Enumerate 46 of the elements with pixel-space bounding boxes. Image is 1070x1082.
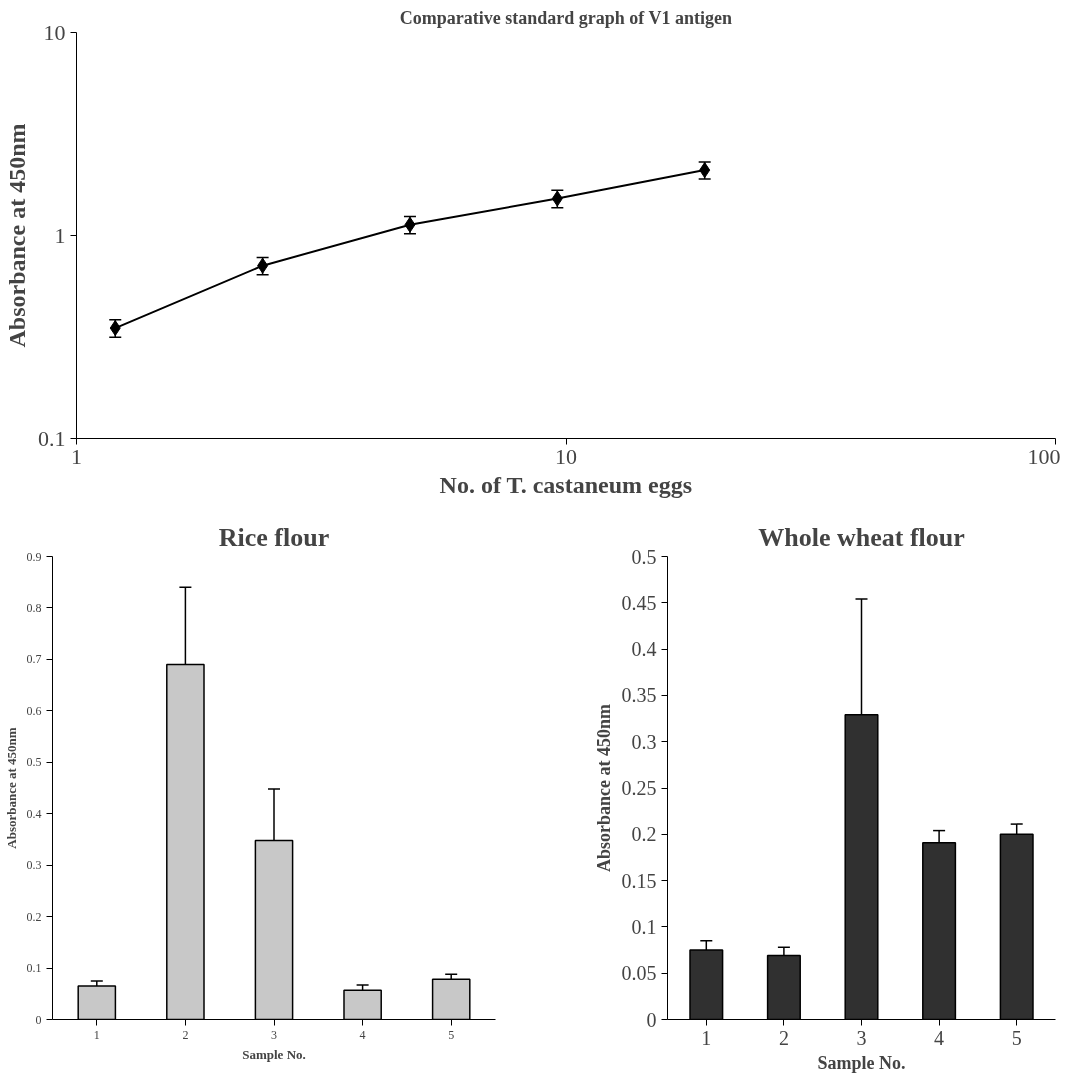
x-tick-label: 3: [271, 1027, 277, 1042]
y-tick-label: 0.5: [26, 755, 42, 770]
y-axis-title: Absorbance at 450nm: [3, 727, 19, 849]
y-tick-label: 0.2: [26, 909, 42, 924]
x-tick-label: 5: [448, 1027, 455, 1042]
x-tick-label: 4: [359, 1027, 366, 1042]
chart-title: Comparative standard graph of V1 antigen: [399, 7, 732, 28]
x-axis-title: No. of T. castaneum eggs: [439, 471, 692, 498]
y-tick-label: 0.1: [38, 425, 66, 451]
x-axis-title: Sample No.: [817, 1052, 906, 1073]
y-tick-label: 0: [646, 1008, 657, 1031]
y-tick-label: 0.1: [631, 915, 657, 938]
y-tick-label: 0: [35, 1012, 42, 1027]
x-tick-label: 1: [71, 443, 82, 469]
x-axis-title: Sample No.: [242, 1046, 306, 1062]
x-tick-label: 5: [1011, 1026, 1022, 1049]
y-tick-label: 0.1: [26, 961, 42, 976]
y-tick-label: 0.9: [26, 549, 42, 564]
y-tick-label: 0.6: [26, 703, 42, 718]
chart-title: Rice flour: [218, 522, 330, 552]
x-tick-label: 1: [93, 1027, 100, 1042]
y-tick-label: 0.3: [26, 858, 42, 873]
y-tick-label: 0.3: [631, 730, 657, 753]
x-tick-label: 2: [778, 1026, 789, 1049]
y-tick-label: 0.8: [26, 600, 42, 615]
chart-title: Whole wheat flour: [758, 522, 965, 552]
x-tick-label: 2: [182, 1027, 189, 1042]
y-tick-label: 1: [54, 222, 66, 248]
x-tick-label: 4: [934, 1026, 945, 1049]
x-tick-label: 1: [701, 1026, 712, 1049]
y-tick-label: 0.7: [26, 652, 42, 667]
y-tick-label: 0.45: [621, 591, 657, 614]
y-axis-title: Absorbance at 450nm: [593, 703, 614, 872]
x-tick-label: 3: [856, 1026, 867, 1049]
y-tick-label: 0.05: [621, 962, 657, 985]
y-tick-label: 0.4: [631, 638, 657, 661]
y-tick-label: 0.15: [621, 869, 657, 892]
y-tick-label: 0.5: [631, 545, 657, 568]
y-tick-label: 0.4: [26, 806, 42, 821]
y-axis-title: Absorbance at 450nm: [4, 123, 30, 348]
x-tick-label: 10: [555, 443, 577, 469]
y-tick-label: 0.35: [621, 684, 657, 707]
y-tick-label: 0.2: [631, 823, 657, 846]
y-tick-label: 0.25: [621, 777, 657, 799]
y-tick-label: 10: [43, 19, 66, 45]
x-tick-label: 100: [1027, 443, 1061, 469]
